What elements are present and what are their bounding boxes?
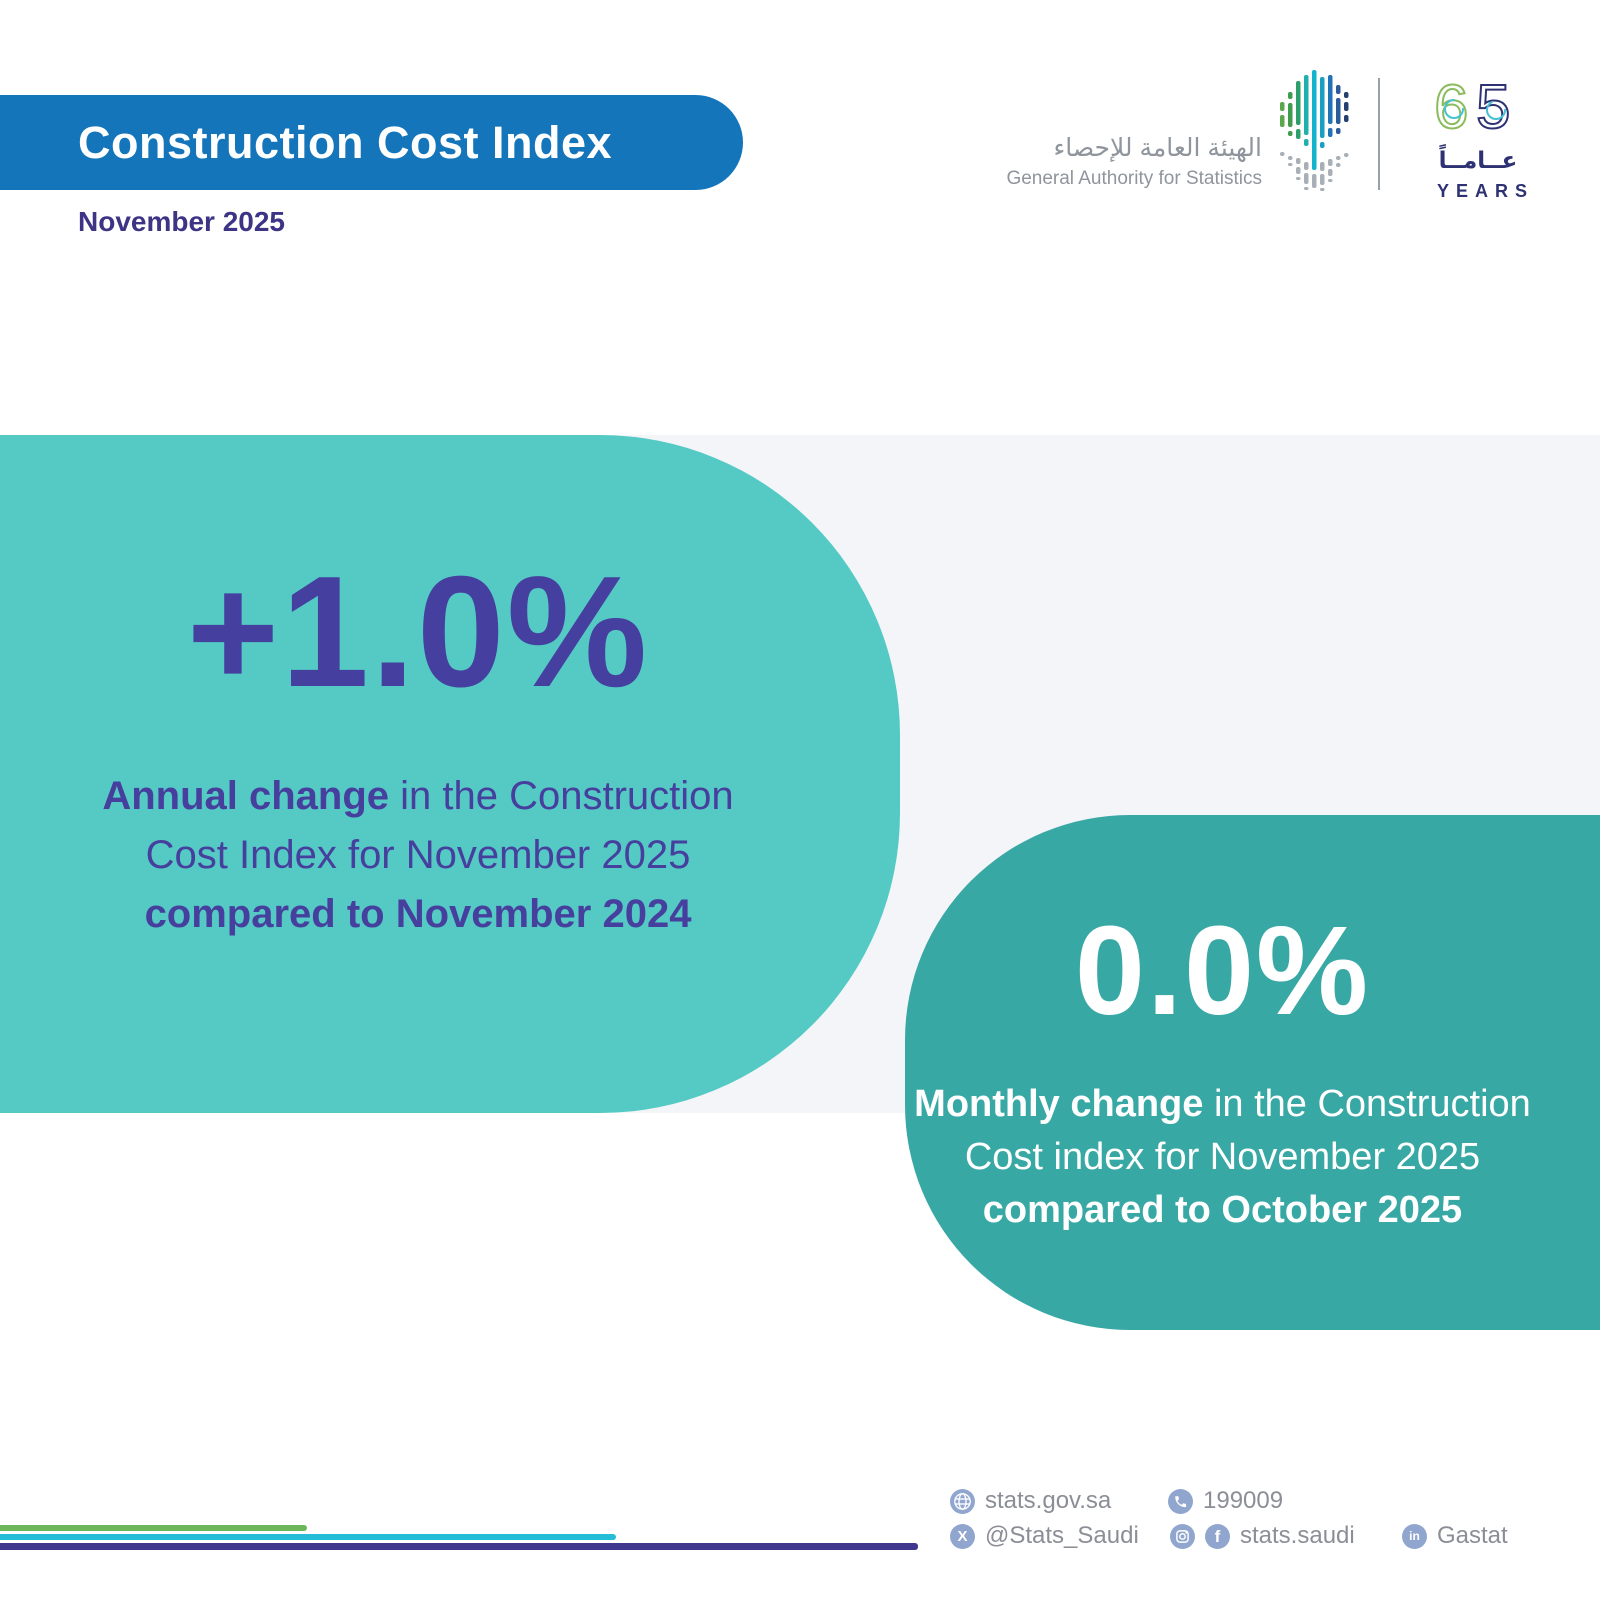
footer-stripe-purple	[0, 1543, 918, 1550]
phone-icon	[1168, 1488, 1193, 1514]
linkedin-icon: in	[1402, 1523, 1427, 1549]
monthly-line3: compared to October 2025	[982, 1189, 1463, 1231]
phone-text: 199009	[1203, 1487, 1284, 1514]
phone-contact[interactable]: 199009	[1168, 1487, 1283, 1515]
anniversary-block: 6 5 عــامــاً YEARS	[1430, 66, 1535, 202]
meta-handle-text: stats.saudi	[1240, 1522, 1355, 1549]
anniversary-years: YEARS	[1437, 181, 1535, 201]
website-link[interactable]: stats.gov.sa	[950, 1487, 1111, 1515]
anniversary-65-icon: 6 5	[1433, 72, 1511, 143]
linkedin-handle-text: Gastat	[1437, 1522, 1508, 1549]
x-social-link[interactable]: X @Stats_Saudi	[950, 1522, 1139, 1550]
monthly-change-lead: Monthly change	[914, 1083, 1204, 1125]
svg-text:5: 5	[1476, 73, 1510, 138]
instagram-icon	[1170, 1523, 1195, 1549]
x-twitter-icon: X	[950, 1523, 975, 1549]
facebook-icon: f	[1205, 1523, 1230, 1549]
footer-stripe-green	[0, 1525, 307, 1531]
title-banner: Construction Cost Index	[0, 95, 743, 190]
page-title: Construction Cost Index	[78, 116, 613, 168]
annual-change-lead: Annual change	[102, 774, 390, 818]
brand-name-arabic: الهيئة العامة للإحصاء	[1053, 134, 1262, 162]
annual-change-description: Annual change in the Construction Cost I…	[0, 767, 836, 944]
brand-divider	[1378, 78, 1380, 190]
footer-stripe-cyan	[0, 1534, 616, 1540]
annual-line1-rest: in the Construction	[389, 774, 734, 818]
annual-line2: Cost Index for November 2025	[145, 833, 691, 877]
monthly-change-card: 0.0% Monthly change in the Construction …	[905, 815, 1600, 1330]
linkedin-social-link[interactable]: in Gastat	[1402, 1522, 1508, 1550]
brand-names: الهيئة العامة للإحصاء General Authority …	[1000, 133, 1262, 191]
monthly-line1-rest: in the Construction	[1203, 1083, 1531, 1125]
annual-change-value: +1.0%	[186, 544, 650, 720]
period-label: November 2025	[78, 206, 286, 237]
monthly-line2: Cost index for November 2025	[964, 1136, 1481, 1178]
monthly-change-description: Monthly change in the Construction Cost …	[905, 1078, 1540, 1237]
anniversary-arabic: عــامــاً	[1438, 147, 1518, 173]
x-handle-text: @Stats_Saudi	[985, 1522, 1139, 1549]
meta-social-link[interactable]: f stats.saudi	[1170, 1522, 1355, 1550]
website-text: stats.gov.sa	[985, 1487, 1112, 1514]
monthly-change-value: 0.0%	[1074, 900, 1371, 1041]
svg-text:6: 6	[1434, 73, 1468, 138]
annual-change-card: +1.0% Annual change in the Construction …	[0, 435, 900, 1113]
brand-name-english: General Authority for Statistics	[1006, 168, 1262, 189]
gastat-palm-logo-icon	[1280, 70, 1349, 191]
globe-icon	[950, 1488, 975, 1514]
annual-line3: compared to November 2024	[144, 892, 692, 936]
